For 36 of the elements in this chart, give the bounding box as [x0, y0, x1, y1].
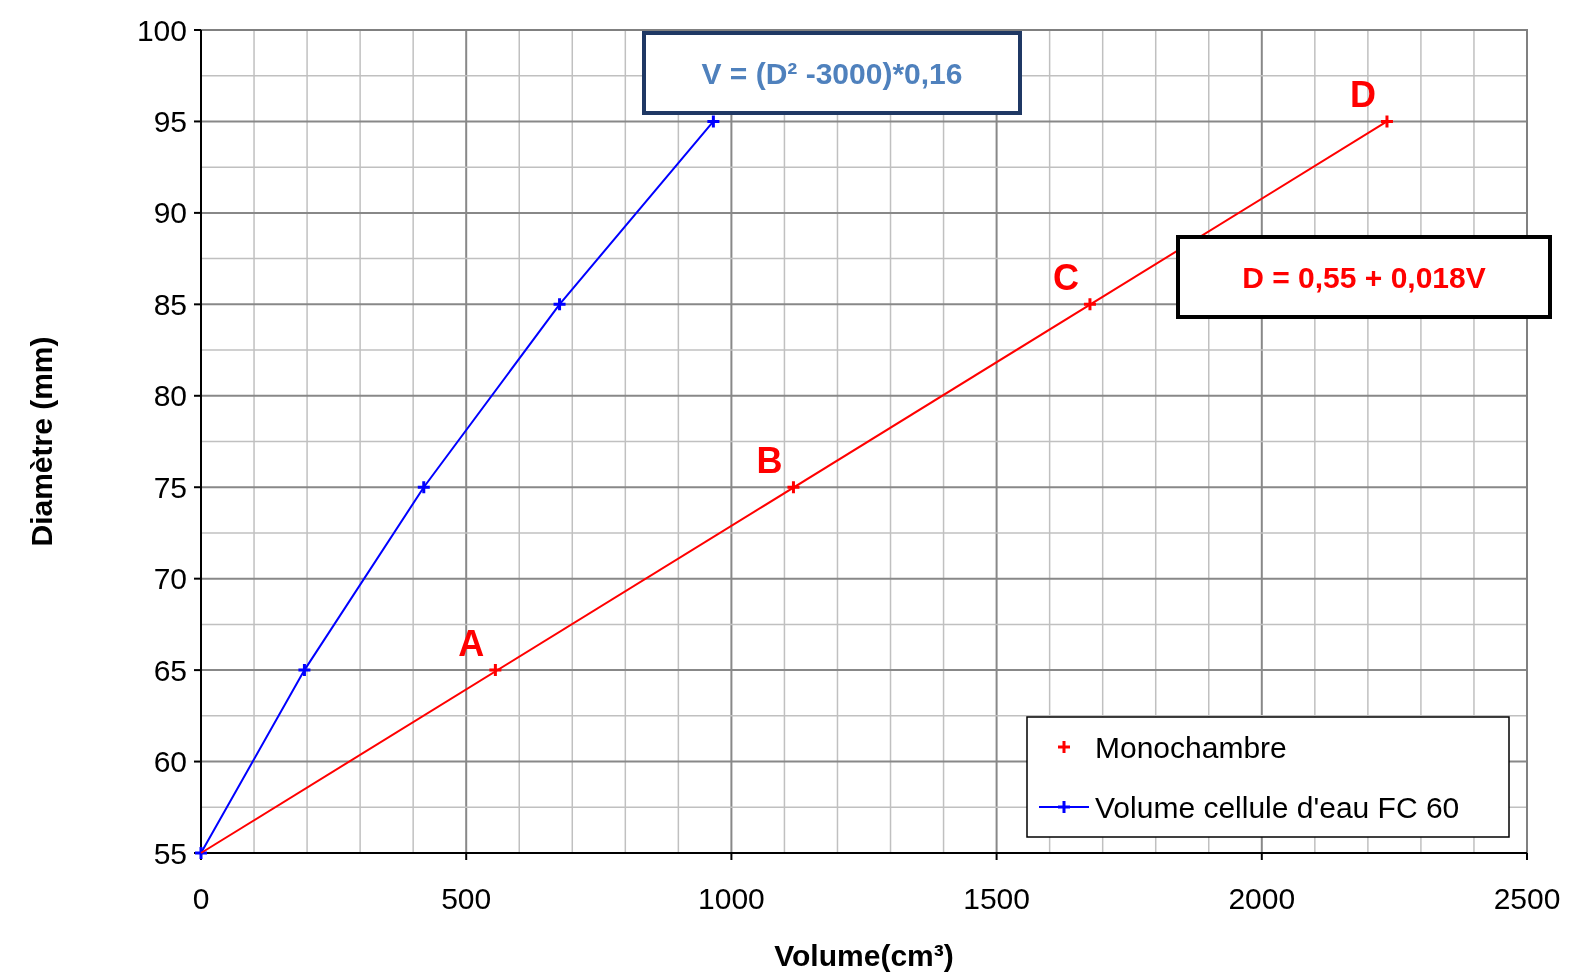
x-tick-label: 0 — [192, 882, 210, 915]
y-tick-label: 70 — [153, 562, 187, 596]
y-tick-label: 85 — [153, 287, 187, 321]
y-tick-label: 65 — [153, 653, 187, 687]
y-tick-label: 100 — [136, 13, 187, 47]
y-tick-label: 95 — [153, 104, 187, 138]
x-tick-label: 2500 — [1493, 882, 1561, 915]
x-tick-label: 2000 — [1228, 882, 1296, 915]
equation-box: V = (D² -3000)*0,16 — [642, 31, 1022, 115]
y-tick-label: 80 — [153, 379, 187, 413]
point — [705, 113, 721, 129]
x-tick-label: 1000 — [698, 882, 765, 915]
point — [1082, 296, 1098, 312]
annotation: A — [458, 623, 485, 665]
y-tick-label: 60 — [153, 745, 187, 779]
annotation: D = 0,55 + 0,018V — [1242, 260, 1486, 294]
x-tick-label: 500 — [441, 882, 492, 915]
legend-label: Volume cellule d'eau FC 60 — [1095, 790, 1460, 824]
y-tick-label: 55 — [153, 836, 187, 870]
annotation: C — [1052, 257, 1079, 299]
point — [1379, 113, 1395, 129]
y-tick-label: 75 — [153, 470, 187, 504]
y-axis-title: Diamètre (mm) — [25, 336, 58, 547]
annotation: D — [1349, 74, 1376, 116]
x-axis-title: Volume(cm³) — [774, 939, 954, 972]
point — [416, 479, 432, 495]
y-tick-label: 90 — [153, 196, 187, 230]
annotation: V = (D² -3000)*0,16 — [701, 56, 963, 90]
point — [487, 662, 503, 678]
point — [296, 662, 312, 678]
point — [552, 296, 568, 312]
x-tick-label: 1500 — [963, 882, 1030, 915]
equation-box: D = 0,55 + 0,018V — [1176, 235, 1552, 319]
annotation: B — [756, 440, 783, 482]
legend-label: Monochambre — [1095, 730, 1287, 764]
point — [785, 479, 801, 495]
